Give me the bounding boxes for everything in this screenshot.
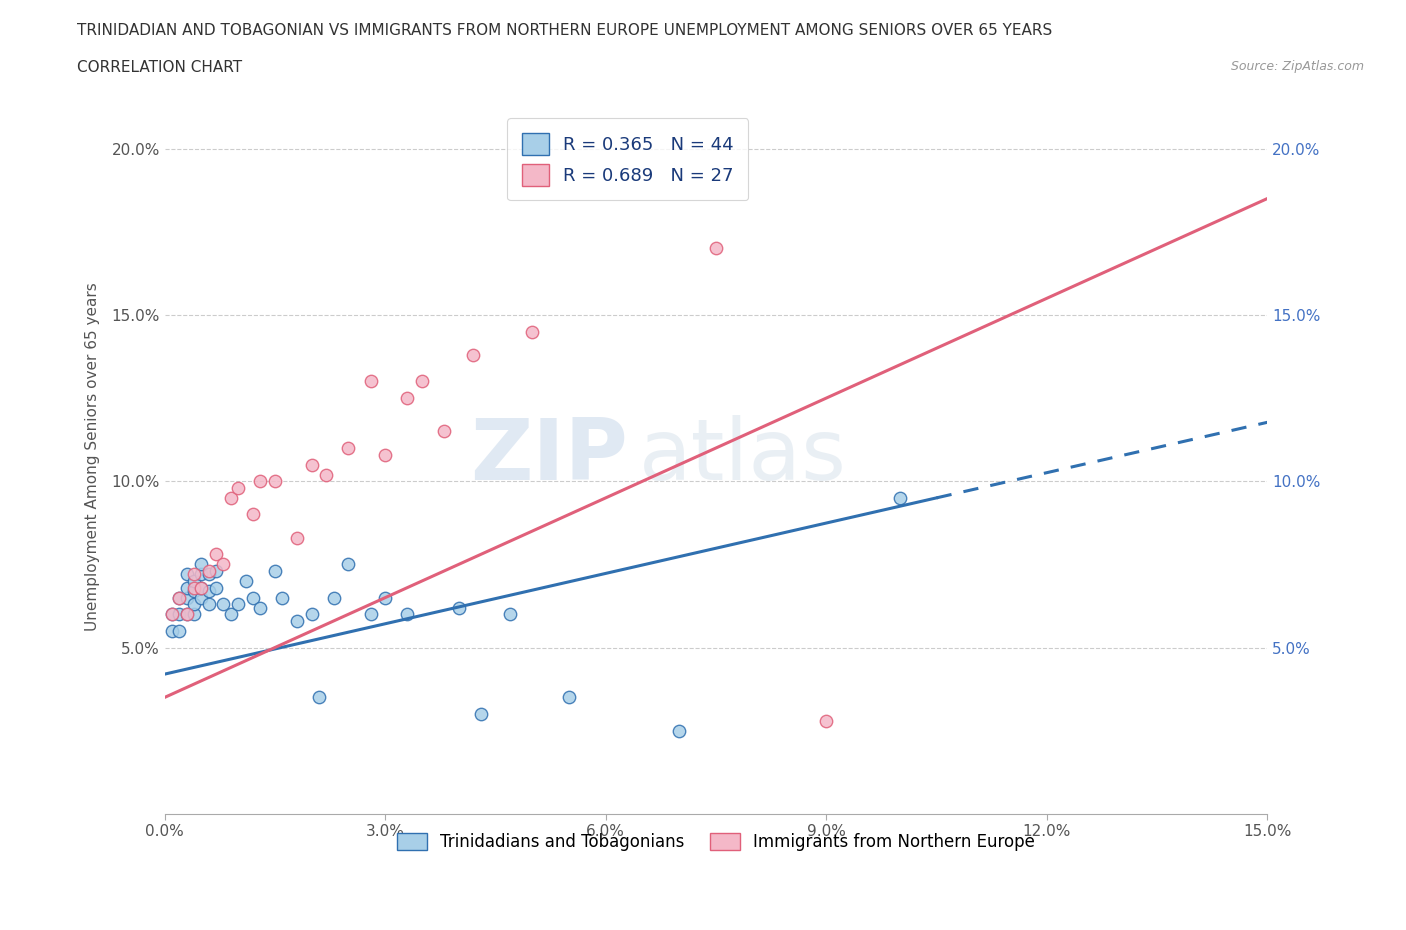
Point <box>470 707 492 722</box>
Text: CORRELATION CHART: CORRELATION CHART <box>77 60 242 75</box>
Legend: Trinidadians and Tobagonians, Immigrants from Northern Europe: Trinidadians and Tobagonians, Immigrants… <box>389 824 1043 859</box>
Point <box>374 591 396 605</box>
Point <box>396 391 419 405</box>
Text: Source: ZipAtlas.com: Source: ZipAtlas.com <box>1230 60 1364 73</box>
Text: TRINIDADIAN AND TOBAGONIAN VS IMMIGRANTS FROM NORTHERN EUROPE UNEMPLOYMENT AMONG: TRINIDADIAN AND TOBAGONIAN VS IMMIGRANTS… <box>77 23 1053 38</box>
Point <box>190 591 212 605</box>
Point <box>322 591 344 605</box>
Point <box>235 574 257 589</box>
Text: atlas: atlas <box>638 415 846 498</box>
Point <box>704 241 727 256</box>
Point <box>183 606 205 621</box>
Point <box>169 606 191 621</box>
Point <box>160 606 183 621</box>
Point <box>205 547 228 562</box>
Point <box>360 374 382 389</box>
Point <box>264 564 287 578</box>
Point <box>226 481 249 496</box>
Y-axis label: Unemployment Among Seniors over 65 years: Unemployment Among Seniors over 65 years <box>86 282 100 631</box>
Point <box>205 580 228 595</box>
Point <box>226 597 249 612</box>
Point <box>183 597 205 612</box>
Point <box>190 557 212 572</box>
Point <box>337 557 360 572</box>
Point <box>176 606 198 621</box>
Point <box>447 600 470 615</box>
Point <box>308 690 330 705</box>
Point <box>205 564 228 578</box>
Point <box>242 591 264 605</box>
Point <box>271 591 294 605</box>
Point <box>889 490 911 505</box>
Point <box>249 473 271 488</box>
Point <box>197 564 219 578</box>
Point <box>522 324 544 339</box>
Point <box>160 606 183 621</box>
Point <box>499 606 522 621</box>
Point <box>411 374 433 389</box>
Point <box>190 580 212 595</box>
Point <box>249 600 271 615</box>
Point <box>264 473 287 488</box>
Point <box>190 567 212 582</box>
Point <box>176 606 198 621</box>
Point <box>176 591 198 605</box>
Point <box>337 441 360 456</box>
Text: ZIP: ZIP <box>470 415 628 498</box>
Point <box>183 567 205 582</box>
Point <box>169 623 191 638</box>
Point <box>197 583 219 598</box>
Point <box>315 467 337 482</box>
Point <box>374 447 396 462</box>
Point <box>433 424 456 439</box>
Point <box>183 583 205 598</box>
Point <box>190 580 212 595</box>
Point <box>212 557 235 572</box>
Point <box>197 597 219 612</box>
Point <box>301 458 323 472</box>
Point <box>360 606 382 621</box>
Point <box>197 567 219 582</box>
Point <box>176 567 198 582</box>
Point <box>169 591 191 605</box>
Point <box>815 713 838 728</box>
Point <box>285 530 308 545</box>
Point <box>212 597 235 612</box>
Point <box>668 724 690 738</box>
Point <box>160 623 183 638</box>
Point <box>183 580 205 595</box>
Point <box>463 348 485 363</box>
Point <box>301 606 323 621</box>
Point <box>183 574 205 589</box>
Point <box>219 490 242 505</box>
Point <box>396 606 419 621</box>
Point <box>285 614 308 629</box>
Point <box>169 591 191 605</box>
Point <box>558 690 581 705</box>
Point <box>176 580 198 595</box>
Point <box>242 507 264 522</box>
Point <box>219 606 242 621</box>
